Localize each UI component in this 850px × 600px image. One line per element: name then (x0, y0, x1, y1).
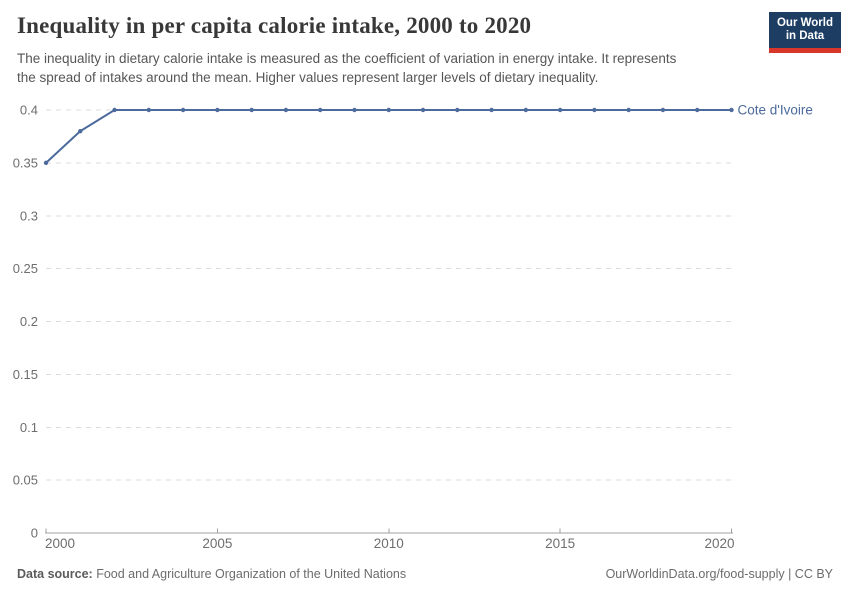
data-point[interactable] (249, 107, 254, 113)
owid-logo-text-line1: Our World (776, 16, 833, 29)
chart-subtitle-line: The inequality in dietary calorie intake… (17, 51, 677, 66)
y-axis-tick-label: 0.05 (13, 473, 38, 488)
data-point[interactable] (78, 128, 83, 134)
x-axis-tick-label: 2015 (545, 536, 575, 551)
data-point[interactable] (112, 107, 117, 113)
data-point[interactable] (523, 107, 529, 113)
y-axis-tick-label: 0.25 (13, 261, 38, 276)
data-point[interactable] (180, 107, 186, 113)
data-point[interactable] (283, 107, 289, 113)
y-axis-tick-label: 0.35 (13, 155, 38, 170)
chart-footer: Data source: Food and Agriculture Organi… (17, 567, 833, 581)
y-axis-tick-label: 0 (31, 526, 38, 541)
data-point[interactable] (318, 107, 323, 113)
data-point[interactable] (386, 107, 391, 113)
data-point[interactable] (557, 107, 563, 113)
data-source-text: Food and Agriculture Organization of the… (92, 567, 407, 581)
chart-header: Inequality in per capita calorie intake,… (17, 13, 833, 87)
x-axis-tick-label: 2020 (704, 536, 734, 551)
data-point[interactable] (455, 107, 460, 113)
data-point[interactable] (626, 107, 631, 113)
y-axis-tick-label: 0.4 (20, 103, 38, 118)
y-axis-tick-label: 0.3 (20, 208, 38, 223)
data-line[interactable] (45, 109, 733, 164)
data-point[interactable] (729, 107, 734, 113)
chart-subtitle-line: the spread of intakes around the mean. H… (17, 70, 599, 85)
data-point[interactable] (695, 107, 700, 113)
y-axis-tick-label: 0.1 (20, 420, 38, 435)
x-axis-tick-label: 2005 (202, 536, 232, 551)
page-title: Inequality in per capita calorie intake,… (17, 13, 532, 38)
data-source: Data source: Food and Agriculture Organi… (17, 567, 406, 581)
y-axis-tick-label: 0.15 (13, 367, 38, 382)
data-source-label: Data source: (17, 567, 93, 581)
data-point[interactable] (43, 160, 49, 166)
x-axis-tick-label: 2010 (374, 536, 404, 551)
data-point[interactable] (592, 107, 597, 113)
chart-subtitle: The inequality in dietary calorie intake… (17, 49, 757, 87)
license-credit[interactable]: OurWorldinData.org/food-supply | CC BY (605, 567, 833, 581)
owid-logo[interactable]: Our World in Data (769, 12, 841, 53)
data-point[interactable] (215, 107, 220, 113)
owid-logo-text-line2: in Data (785, 30, 825, 42)
data-point[interactable] (352, 107, 357, 113)
data-point[interactable] (660, 107, 666, 113)
series-end-label[interactable]: Cote d'Ivoire (738, 103, 813, 118)
x-axis-tick-label: 2000 (45, 536, 75, 551)
y-axis-tick-label: 0.2 (20, 314, 38, 329)
data-point[interactable] (146, 107, 152, 113)
data-point[interactable] (489, 107, 494, 113)
data-point[interactable] (420, 107, 426, 113)
